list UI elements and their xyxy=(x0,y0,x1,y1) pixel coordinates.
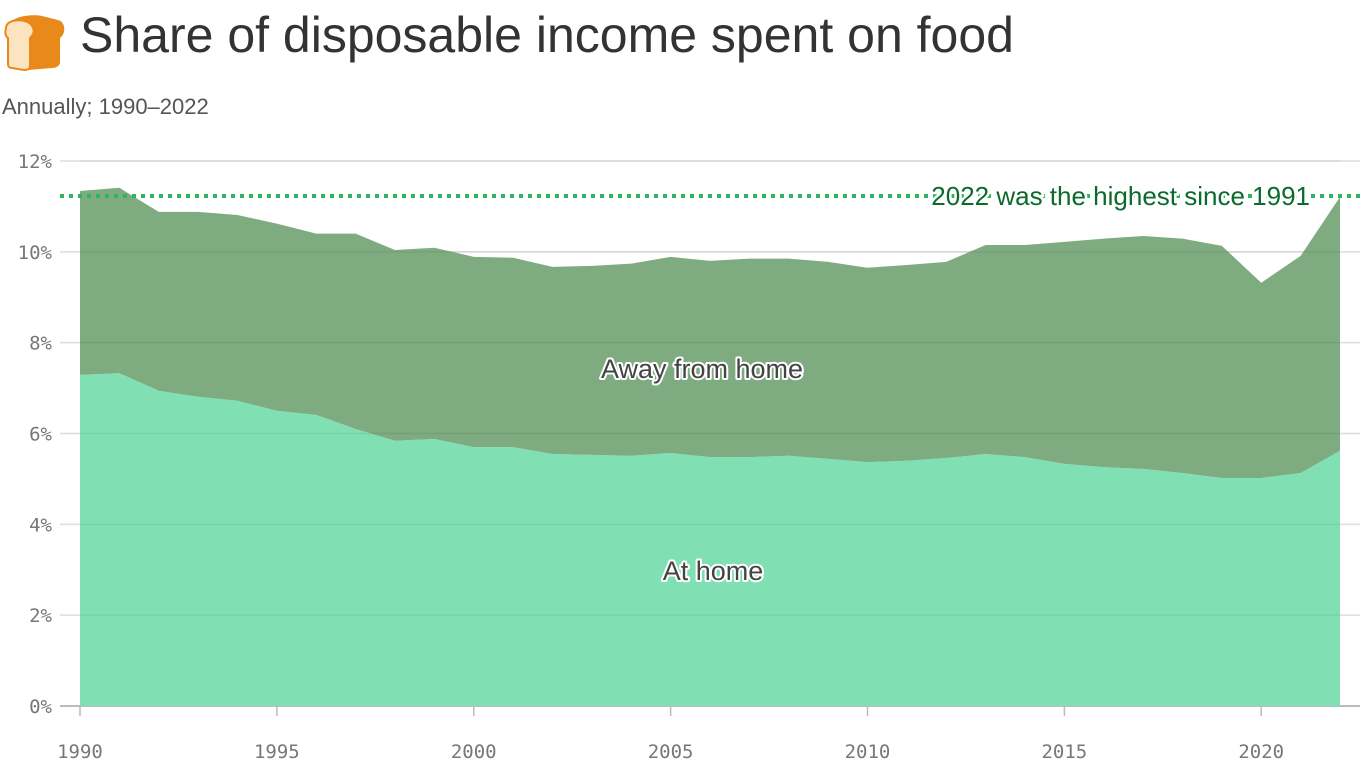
x-tick-label: 1990 xyxy=(57,741,103,763)
series-label-away: Away from home xyxy=(601,354,803,384)
y-tick-label: 8% xyxy=(29,333,52,355)
reference-annotation: 2022 was the highest since 1991 xyxy=(931,181,1310,211)
x-tick-label: 2000 xyxy=(451,741,497,763)
bread-icon xyxy=(4,15,65,72)
area-away-from-home xyxy=(80,187,1340,479)
y-tick-label: 6% xyxy=(29,424,52,446)
x-tick-label: 2015 xyxy=(1041,741,1087,763)
x-tick-label: 2005 xyxy=(648,741,694,763)
chart-title: Share of disposable income spent on food xyxy=(80,7,1014,63)
y-tick-label: 10% xyxy=(18,242,53,264)
y-tick-label: 0% xyxy=(29,696,52,718)
x-tick-label: 2020 xyxy=(1238,741,1284,763)
chart-subtitle: Annually; 1990–2022 xyxy=(2,94,209,119)
series-label-home: At home xyxy=(663,556,764,586)
y-tick-label: 12% xyxy=(18,151,53,173)
x-tick-label: 1995 xyxy=(254,741,300,763)
area-at-home xyxy=(80,373,1340,706)
y-tick-label: 2% xyxy=(29,605,52,627)
x-tick-label: 2010 xyxy=(845,741,891,763)
y-tick-label: 4% xyxy=(29,514,52,536)
